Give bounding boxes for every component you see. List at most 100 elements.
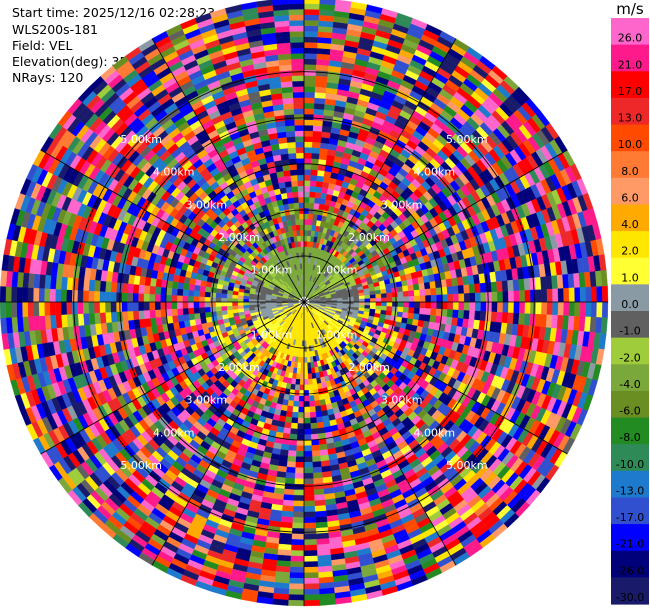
- ppi-cell: [364, 301, 371, 306]
- ppi-cell: [396, 286, 404, 293]
- ppi-cell: [408, 296, 415, 303]
- ppi-cell: [182, 307, 189, 315]
- ppi-cell: [193, 284, 201, 292]
- ppi-cell: [414, 301, 421, 309]
- ppi-cell: [474, 283, 481, 294]
- ppi-cell: [303, 113, 314, 120]
- ppi-cell: [397, 306, 404, 313]
- ppi-cell: [284, 416, 293, 424]
- ppi-cell: [441, 301, 448, 310]
- ppi-cell: [429, 281, 437, 289]
- ppi-cell: [284, 483, 295, 490]
- ppi-cell: [316, 421, 325, 429]
- ppi-cell: [116, 282, 123, 293]
- ppi-cell: [138, 310, 145, 320]
- ppi-cell: [298, 406, 305, 413]
- ppi-cell: [10, 301, 18, 318]
- ppi-cell: [311, 152, 320, 160]
- ppi-cell: [188, 283, 195, 291]
- ppi-cell: [364, 298, 371, 303]
- ppi-cell: [457, 309, 465, 319]
- ppi-cell: [280, 516, 293, 523]
- ppi-cell: [110, 311, 118, 323]
- ppi-cell: [563, 301, 570, 317]
- ppi-cell: [99, 301, 106, 313]
- ppi-cell: [497, 291, 504, 303]
- ppi-cell: [303, 180, 311, 187]
- ppi-cell: [248, 298, 255, 303]
- info-start-time: Start time: 2025/12/16 02:28:23: [12, 5, 216, 20]
- ppi-cell: [303, 533, 317, 540]
- ppi-cell: [303, 423, 311, 430]
- ppi-cell: [309, 196, 316, 204]
- ppi-cell: [534, 277, 542, 291]
- ppi-cell: [289, 566, 305, 573]
- ppi-cell: [303, 80, 316, 87]
- ppi-cell: [154, 286, 162, 295]
- ppi-cell: [486, 292, 493, 303]
- ppi-cell: [290, 550, 305, 557]
- ppi-cell: [231, 301, 238, 306]
- ppi-cell: [546, 288, 553, 303]
- ppi-cell: [463, 301, 470, 311]
- ppi-cell: [210, 292, 217, 298]
- ppi-cell: [314, 97, 326, 105]
- ppi-cell: [132, 310, 140, 321]
- ppi-cell: [198, 301, 205, 308]
- ppi-cell: [513, 301, 520, 314]
- ppi-cell: [187, 307, 195, 315]
- ppi-cell: [381, 297, 388, 303]
- ppi-cell: [221, 305, 228, 311]
- ppi-cell: [430, 308, 437, 317]
- ppi-cell: [149, 293, 156, 303]
- ppi-cell: [585, 301, 592, 318]
- ppi-cell: [303, 544, 318, 551]
- ppi-cell: [370, 298, 377, 303]
- ppi-cell: [281, 505, 294, 512]
- ppi-cell: [314, 86, 327, 94]
- ppi-cell: [313, 119, 324, 127]
- ppi-cell: [288, 594, 305, 601]
- ppi-cell: [375, 301, 382, 307]
- ppi-cell: [469, 301, 476, 312]
- ppi-cell: [311, 450, 321, 457]
- ppi-cell: [452, 285, 459, 295]
- ppi-cell: [66, 313, 74, 327]
- ppi-cell: [519, 301, 526, 314]
- ppi-cell: [303, 478, 314, 485]
- ppi-cell: [309, 411, 317, 419]
- ppi-cell: [126, 301, 134, 312]
- ppi-cell: [408, 307, 415, 314]
- ppi-cell: [306, 351, 310, 358]
- ppi-cell: [55, 301, 62, 316]
- ppi-cell: [10, 286, 18, 303]
- ppi-cell: [193, 301, 200, 308]
- ppi-cell: [391, 287, 398, 293]
- ppi-cell: [308, 384, 314, 391]
- ppi-cell: [414, 295, 421, 303]
- ppi-cell: [413, 307, 421, 315]
- ppi-cell: [303, 588, 320, 596]
- ppi-cell: [458, 293, 465, 303]
- ppi-cell: [16, 301, 23, 318]
- ppi-cell: [248, 304, 255, 308]
- ppi-cell: [303, 390, 310, 397]
- ppi-cell: [310, 174, 318, 182]
- ppi-cell: [138, 301, 145, 311]
- ppi-cell: [16, 286, 23, 303]
- ppi-cell: [303, 202, 310, 209]
- info-instrument: WLS200s-181: [12, 22, 98, 37]
- ppi-cell: [285, 466, 296, 474]
- ppi-cell: [468, 310, 476, 321]
- ppi-cell: [353, 296, 360, 300]
- ppi-cell: [303, 47, 318, 54]
- ppi-cell: [312, 472, 323, 479]
- ppi-cell: [66, 277, 74, 291]
- ppi-cell: [463, 293, 470, 303]
- ppi-cell: [479, 311, 487, 322]
- ppi-cell: [314, 505, 327, 512]
- ppi-cell: [5, 286, 12, 303]
- ppi-cell: [303, 522, 317, 529]
- ppi-cell: [49, 288, 56, 303]
